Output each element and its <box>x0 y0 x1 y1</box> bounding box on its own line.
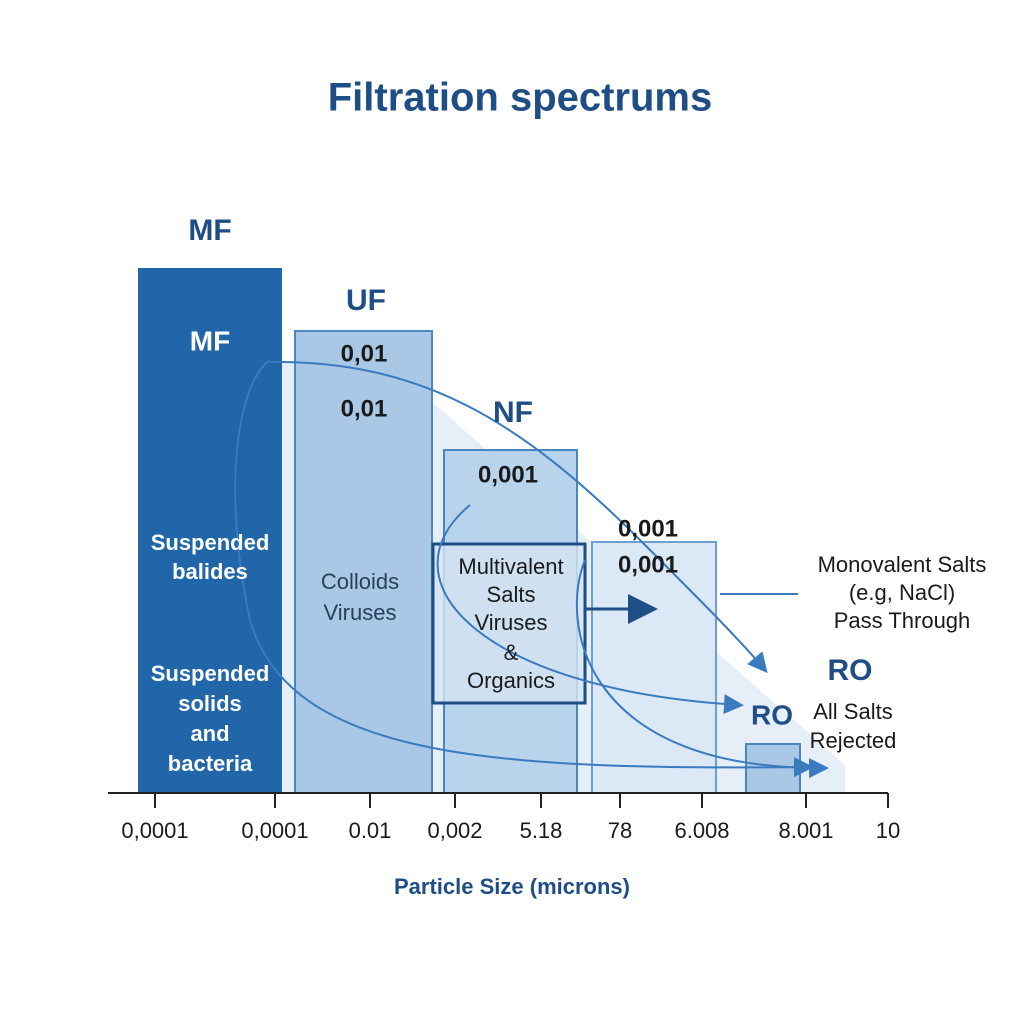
tick-label: 5.18 <box>520 818 563 843</box>
column-text: Multivalent <box>458 554 563 579</box>
column-inner-label: 0,001 <box>618 551 678 578</box>
column-text: Suspended <box>151 530 270 555</box>
column-label: RO <box>751 699 793 730</box>
column-text: balides <box>172 559 248 584</box>
flow-arrows <box>234 359 829 779</box>
column-text: Viruses <box>324 600 397 625</box>
tick-label: 10 <box>876 818 900 843</box>
title: Filtration spectrums <box>328 76 713 120</box>
annotation: (e.g, NaCl) <box>849 580 955 605</box>
bar-4 <box>591 541 717 794</box>
column-inner-label: MF <box>190 325 230 356</box>
tick-label: 0.01 <box>349 818 392 843</box>
tick-label: 0,0001 <box>121 818 188 843</box>
column-inner-label: 0,01 <box>341 340 388 367</box>
column-label: UF <box>346 284 386 317</box>
column-text: Colloids <box>321 569 399 594</box>
annotation: All Salts <box>813 699 892 724</box>
uf-bar <box>294 330 433 794</box>
column-text: Viruses <box>475 610 548 635</box>
nf-box <box>431 542 587 705</box>
tick-label: 6.008 <box>674 818 729 843</box>
mf-bar <box>138 268 282 793</box>
tick-label: 78 <box>608 818 632 843</box>
column-label: NF <box>493 396 533 429</box>
annotation: Pass Through <box>834 608 971 633</box>
column-text: and <box>190 721 229 746</box>
column-inner-label: 0,01 <box>341 395 388 422</box>
tick-label: 8.001 <box>778 818 833 843</box>
x-ticks: 0,0001 0,0001 0.01 0,002 5.18 78 6.008 8.001 10 <box>121 793 900 843</box>
ro-bar <box>745 743 801 794</box>
tick-label: 0,002 <box>427 818 482 843</box>
column-text: Suspended <box>151 661 270 686</box>
column-inner-label: 0,001 <box>618 515 678 542</box>
column-text: Organics <box>467 668 555 693</box>
annotation: Rejected <box>810 728 897 753</box>
column-text: Salts <box>487 582 536 607</box>
annotation: Monovalent Salts <box>818 552 987 577</box>
column-text: & <box>504 640 519 665</box>
ro-label: RO <box>828 654 873 687</box>
tick-label: 0,0001 <box>241 818 308 843</box>
column-text: solids <box>178 691 242 716</box>
x-axis-label: Particle Size (microns) <box>394 874 630 899</box>
column-text: bacteria <box>168 751 253 776</box>
column-inner-label: 0,001 <box>478 461 538 488</box>
column-label: MF <box>188 214 231 247</box>
